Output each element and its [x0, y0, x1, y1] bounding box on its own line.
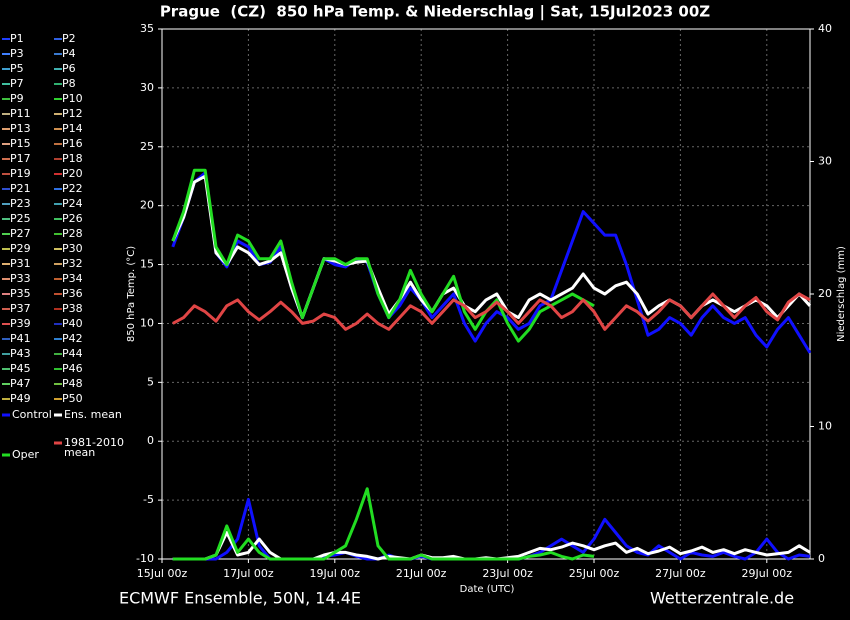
- legend-label: P4: [62, 47, 76, 60]
- legend-label: P23: [10, 197, 31, 210]
- footer-left: ECMWF Ensemble, 50N, 14.4E: [119, 589, 361, 608]
- x-tick-label: 23Jul 00z: [482, 567, 533, 580]
- x-tick-label: 19Jul 00z: [310, 567, 361, 580]
- legend-label: P28: [62, 227, 83, 240]
- legend-label: P15: [10, 137, 31, 150]
- legend-label: P12: [62, 107, 83, 120]
- temp-line: [172, 292, 811, 331]
- legend-label: P6: [62, 62, 76, 75]
- y-tick-label: 0: [147, 434, 154, 447]
- y-tick-label: -10: [136, 552, 154, 565]
- y-tick-label: 20: [140, 199, 154, 212]
- temp-line: [171, 171, 812, 354]
- y-tick-label: 35: [140, 22, 154, 35]
- legend-label: P49: [10, 392, 31, 405]
- x-axis-label: Date (UTC): [460, 584, 515, 595]
- legend-label: P2: [62, 32, 76, 45]
- legend-label: P13: [10, 122, 31, 135]
- legend-label: 1981-2010 mean: [64, 436, 124, 459]
- legend-label: P41: [10, 332, 31, 345]
- legend-label: P34: [62, 272, 83, 285]
- legend-label: P48: [62, 377, 83, 390]
- legend-label: Ens. mean: [64, 408, 122, 421]
- x-tick-label: 17Jul 00z: [223, 567, 274, 580]
- legend-label: P37: [10, 302, 31, 315]
- legend-label: P5: [10, 62, 24, 75]
- legend-label: P40: [62, 317, 83, 330]
- y2-axis-label: Niederschlag (mm): [836, 246, 847, 342]
- temp-line: [171, 168, 595, 343]
- legend-label: Oper: [12, 448, 39, 461]
- footer-right: Wetterzentrale.de: [650, 589, 794, 608]
- legend-label: P31: [10, 257, 31, 270]
- legend-label: P10: [62, 92, 83, 105]
- legend-label: P30: [62, 242, 83, 255]
- y2-tick-label: 0: [818, 552, 825, 565]
- legend-label: P1: [10, 32, 24, 45]
- legend-label: P8: [62, 77, 76, 90]
- legend-label: P42: [62, 332, 83, 345]
- legend-label: P14: [62, 122, 83, 135]
- y-tick-label: 10: [140, 316, 154, 329]
- legend-label: P44: [62, 347, 83, 360]
- legend-label: P26: [62, 212, 83, 225]
- y-tick-label: 5: [147, 375, 154, 388]
- legend-label: P36: [62, 287, 83, 300]
- x-tick-label: 15Jul 00z: [137, 567, 188, 580]
- y-tick-label: 30: [140, 81, 154, 94]
- legend-label: P11: [10, 107, 31, 120]
- legend-label: P22: [62, 182, 83, 195]
- legend-label: P17: [10, 152, 31, 165]
- y2-tick-label: 10: [818, 420, 832, 433]
- legend-label: P27: [10, 227, 31, 240]
- legend-label: P21: [10, 182, 31, 195]
- legend-label: P38: [62, 302, 83, 315]
- legend-label: P46: [62, 362, 83, 375]
- legend-label: P18: [62, 152, 83, 165]
- y2-tick-label: 40: [818, 22, 832, 35]
- y-tick-label: -5: [143, 493, 154, 506]
- x-tick-label: 29Jul 00z: [742, 567, 793, 580]
- legend-label: P32: [62, 257, 83, 270]
- x-tick-label: 27Jul 00z: [655, 567, 706, 580]
- legend-label: P19: [10, 167, 31, 180]
- x-tick-label: 25Jul 00z: [569, 567, 620, 580]
- x-tick-label: 21Jul 00z: [396, 567, 447, 580]
- legend-label: P39: [10, 317, 31, 330]
- legend-label: P29: [10, 242, 31, 255]
- legend-label: P43: [10, 347, 31, 360]
- y2-tick-label: 30: [818, 155, 832, 168]
- legend-label: P35: [10, 287, 31, 300]
- legend-label: P50: [62, 392, 83, 405]
- y-tick-label: 15: [140, 258, 154, 271]
- precip-line: [172, 487, 595, 561]
- legend-label: P3: [10, 47, 24, 60]
- legend-label: P24: [62, 197, 83, 210]
- legend-label: P20: [62, 167, 83, 180]
- legend-label: P47: [10, 377, 31, 390]
- chart-title: Prague (CZ) 850 hPa Temp. & Niederschlag…: [160, 3, 710, 22]
- legend-label: P25: [10, 212, 31, 225]
- y-tick-label: 25: [140, 140, 154, 153]
- legend-label: P16: [62, 137, 83, 150]
- legend-label: Control: [12, 408, 52, 421]
- legend-label: P45: [10, 362, 31, 375]
- legend-label: P7: [10, 77, 24, 90]
- y-axis-label: 850 hPa Temp. (°C): [126, 246, 137, 342]
- y2-tick-label: 20: [818, 287, 832, 300]
- legend-label: P9: [10, 92, 24, 105]
- legend-label: P33: [10, 272, 31, 285]
